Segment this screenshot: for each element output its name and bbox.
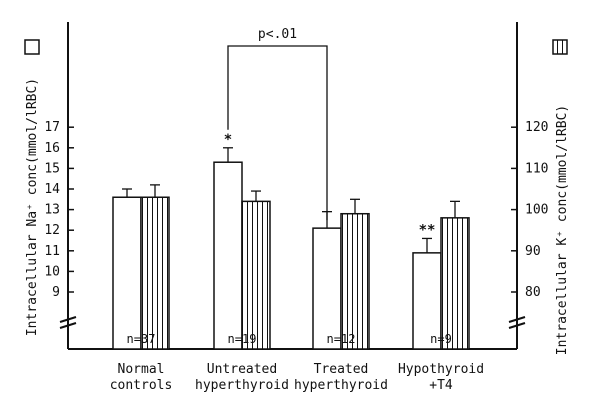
category-label: Treated [314,362,369,377]
n-label: n=37 [127,332,156,346]
category-label: hyperthyroid [294,378,388,393]
left-tick-label: 12 [44,223,60,238]
left-tick-label: 16 [44,141,60,156]
left-tick-label: 11 [44,244,60,259]
error-bars [122,147,460,253]
legend-swatch-hatched [552,39,568,55]
right-tick-label: 90 [525,244,541,259]
bar-k [241,200,271,350]
right-ticks: 80 90 100 110 120 [511,120,548,300]
legend-swatch-open [24,39,40,55]
bar-na [213,161,243,350]
right-tick-label: 120 [525,120,548,135]
left-ticks: 9 10 11 12 13 14 15 16 17 [44,120,74,300]
n-labels: n=37 n=19 n=12 n=9 [127,332,452,346]
bar-k [440,217,470,350]
bars [112,161,470,350]
right-axis-break [508,316,526,329]
right-tick-label: 80 [525,285,541,300]
right-tick-label: 110 [525,161,548,176]
significance-star: ** [419,222,436,238]
significance-bracket: p<.01 [227,27,328,221]
left-tick-label: 17 [44,120,60,135]
category-label: +T4 [429,378,453,393]
left-tick-label: 9 [52,285,60,300]
bar-k [140,196,170,350]
bar-na [412,252,442,350]
n-label: n=19 [228,332,257,346]
bar-na [312,227,342,350]
left-tick-label: 15 [44,161,60,176]
n-label: n=12 [327,332,356,346]
bar-na [112,196,142,350]
left-axis-break [59,316,77,329]
left-tick-label: 10 [44,264,60,279]
category-label: controls [110,378,173,393]
bar-k [340,212,370,350]
n-label: n=9 [430,332,452,346]
significance-star: * [224,132,232,148]
category-label: hyperthyroid [195,378,289,393]
bar-annotations: *** [224,132,436,239]
category-labels: NormalcontrolsUntreatedhyperthyroidTreat… [110,362,484,393]
significance-line [227,45,328,221]
y-axis-label-right: Intracellular K⁺ conc(mmol/lRBC) [555,105,570,355]
left-tick-label: 13 [44,203,60,218]
left-tick-label: 14 [44,182,60,197]
significance-label: p<.01 [258,27,297,42]
right-tick-label: 100 [525,203,548,218]
category-label: Hypothyroid [398,362,484,377]
category-label: Untreated [207,362,277,377]
category-label: Normal [118,362,165,377]
y-axis-label-left: Intracellular Na⁺ conc(mmol/lRBC) [25,78,40,336]
